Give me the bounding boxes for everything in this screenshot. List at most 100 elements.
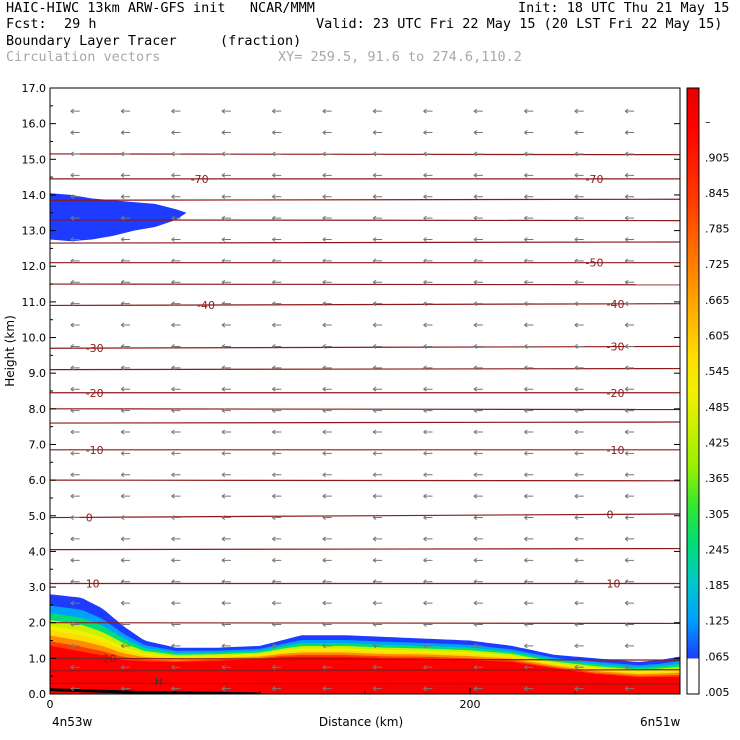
circulation-vector: [524, 301, 534, 307]
circulation-vector: [171, 429, 181, 435]
circulation-vector: [423, 686, 433, 692]
circulation-vector: [524, 408, 534, 414]
temperature-contour: [50, 283, 680, 286]
circulation-vector: [70, 408, 80, 414]
circulation-vector: [70, 600, 80, 606]
circulation-vector: [423, 130, 433, 135]
circulation-vector: [272, 301, 282, 307]
circulation-vector: [120, 664, 131, 670]
circulation-vector: [171, 686, 181, 692]
circulation-vector: [70, 686, 80, 692]
circulation-vector: [524, 386, 534, 392]
circulation-vector: [574, 664, 584, 670]
colorbar-label: .125: [705, 615, 730, 628]
circulation-vector: [473, 215, 483, 221]
circulation-vector: [574, 557, 584, 563]
circulation-vector: [120, 108, 131, 114]
circulation-vector: [473, 472, 483, 478]
circulation-vector: [624, 515, 635, 520]
x-tick-label: 200: [460, 698, 481, 711]
colorbar-label: .065: [705, 650, 730, 663]
x-axis-label: Distance (km): [319, 715, 403, 729]
circulation-vector: [574, 622, 584, 627]
colorbar-label: .425: [705, 436, 730, 449]
circulation-vector: [70, 172, 80, 178]
circulation-vector: [473, 600, 483, 606]
circulation-vector: [120, 408, 131, 414]
circulation-vector: [171, 194, 181, 200]
circulation-vector: [272, 536, 282, 542]
circulation-vector: [272, 686, 282, 692]
circulation-vector: [221, 472, 231, 478]
circulation-vector: [372, 643, 383, 649]
circulation-vector: [372, 622, 383, 627]
circulation-vector: [70, 664, 80, 670]
circulation-vector: [423, 344, 433, 349]
circulation-vector: [120, 237, 131, 242]
circulation-vector: [624, 194, 635, 200]
circulation-vector: [120, 215, 131, 221]
circulation-vector: [624, 472, 635, 478]
circulation-vector: [574, 536, 584, 542]
forecast-label: Fcst:: [6, 16, 47, 32]
circulation-vector: [272, 408, 282, 414]
circulation-vector: [120, 472, 131, 478]
circulation-vector: [423, 622, 433, 627]
colorbar-label: .305: [705, 508, 730, 521]
circulation-vector: [624, 258, 635, 264]
circulation-vector: [70, 643, 80, 649]
temperature-contour: [50, 241, 680, 244]
circulation-vector: [473, 172, 483, 178]
y-tick-label: 1.0: [29, 652, 47, 665]
circulation-vector: [120, 322, 131, 328]
circulation-vector: [272, 557, 282, 563]
circulation-vector: [272, 622, 282, 627]
circulation-vector: [574, 194, 584, 200]
circulation-vector: [524, 450, 534, 456]
circulation-vector: [171, 344, 181, 349]
circulation-vector: [524, 237, 534, 242]
temperature-contour: [50, 367, 680, 371]
circulation-vector: [372, 215, 383, 221]
circulation-vector: [322, 536, 332, 542]
circulation-vector: [473, 536, 483, 542]
circulation-vector: [221, 515, 231, 520]
circulation-vector: [624, 386, 635, 392]
circulation-vector: [574, 472, 584, 478]
circulation-vector: [171, 493, 181, 499]
circulation-vector: [372, 344, 383, 349]
circulation-vector: [574, 408, 584, 414]
circulation-vector: [524, 643, 534, 649]
circulation-vector: [322, 686, 332, 692]
circulation-vector: [221, 130, 231, 135]
y-tick-label: 10.0: [22, 332, 47, 345]
circulation-vector: [70, 365, 80, 371]
circulation-vector: [272, 108, 282, 114]
circulation-vector: [70, 472, 80, 478]
circulation-vector: [322, 130, 332, 135]
y-tick-label: 3.0: [29, 581, 47, 594]
circulation-vector: [423, 194, 433, 200]
circulation-vector: [624, 664, 635, 670]
circulation-vector: [372, 237, 383, 242]
circulation-vector: [574, 450, 584, 456]
circulation-vector: [574, 279, 584, 285]
circulation-vector: [120, 429, 131, 435]
circulation-vector: [423, 215, 433, 221]
circulation-vector: [524, 215, 534, 221]
colorbar-label: .665: [705, 294, 730, 307]
circulation-vector: [574, 237, 584, 242]
circulation-vector: [70, 386, 80, 392]
circulation-vector: [272, 130, 282, 135]
circulation-vector: [473, 386, 483, 392]
circulation-vector: [473, 194, 483, 200]
circulation-vector: [221, 344, 231, 349]
circulation-vector: [70, 215, 80, 221]
circulation-vector: [322, 643, 332, 649]
circulation-vector: [171, 108, 181, 114]
circulation-vector: [272, 151, 282, 157]
circulation-vector: [120, 172, 131, 178]
circulation-vector: [473, 365, 483, 371]
circulation-vector: [221, 151, 231, 157]
